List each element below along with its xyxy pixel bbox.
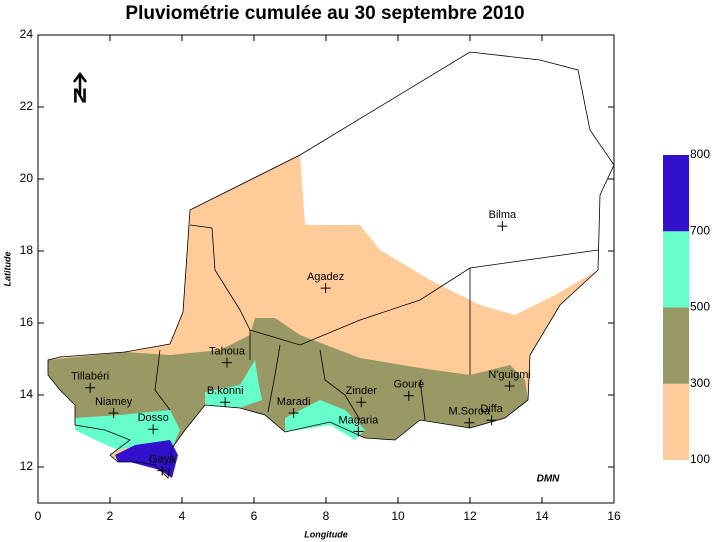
- north-label: N: [73, 85, 87, 107]
- city-marker: [497, 221, 508, 232]
- dry-zone: [300, 52, 614, 315]
- y-tick-label: 18: [20, 243, 34, 257]
- y-axis-label: Latitude: [2, 252, 12, 287]
- legend-label: 300: [690, 376, 710, 390]
- legend-label: 700: [690, 223, 710, 237]
- y-tick-label: 16: [20, 315, 34, 329]
- city-marker: [85, 382, 96, 393]
- legend-label: 800: [690, 147, 710, 161]
- zone-500-700: [285, 400, 365, 440]
- y-tick-label: 12: [20, 459, 34, 473]
- city-marker: [220, 397, 231, 408]
- legend-swatch: [663, 231, 689, 308]
- city-label: B.konni: [207, 385, 244, 397]
- zone-500-700: [75, 410, 180, 450]
- region-border: [189, 224, 251, 360]
- city-marker: [288, 408, 299, 418]
- city-marker: [157, 465, 168, 476]
- region-border: [319, 349, 361, 421]
- city-marker: [356, 397, 367, 408]
- city-label: Zinder: [346, 385, 378, 397]
- city-marker: [222, 357, 232, 368]
- x-tick-label: 2: [107, 509, 114, 523]
- zone-500-700: [205, 360, 262, 408]
- city-marker: [108, 408, 119, 418]
- city-label: Gouré: [394, 379, 425, 391]
- city-marker: [464, 417, 475, 428]
- city-marker: [486, 415, 497, 426]
- city-label: Niamey: [95, 396, 133, 408]
- legend-swatch: [663, 155, 689, 232]
- rain-zones: [47, 51, 615, 479]
- x-tick-label: 0: [35, 509, 42, 523]
- city-marker: [403, 390, 414, 401]
- x-tick-label: 6: [251, 509, 258, 523]
- north-arrow: [73, 71, 87, 95]
- region-border: [419, 379, 426, 421]
- x-tick-label: 14: [535, 509, 549, 523]
- x-tick-label: 10: [391, 509, 405, 523]
- city-label: Maradi: [277, 396, 311, 408]
- city-label: Dosso: [138, 412, 169, 424]
- city-label: Agadez: [307, 271, 344, 283]
- city-label: M.Soroa: [448, 406, 490, 418]
- x-tick-label: 8: [323, 509, 330, 523]
- region-border: [249, 249, 599, 346]
- x-tick-label: 4: [179, 509, 186, 523]
- legend-swatch: [663, 383, 689, 460]
- city-label: Tahoua: [209, 346, 246, 358]
- region-border: [267, 344, 281, 413]
- city-label: Bilma: [489, 209, 517, 221]
- city-label: Tillabéri: [71, 371, 109, 383]
- legend-label: 100: [690, 452, 710, 466]
- city-marker: [353, 426, 364, 437]
- legend-swatch: [663, 307, 689, 384]
- city-marker: [320, 283, 331, 294]
- city-label: Magaria: [339, 414, 380, 426]
- city-label: N'guigmi: [488, 369, 530, 381]
- city-label: Diffa: [480, 403, 503, 415]
- map-title: Pluviométrie cumulée au 30 septembre 201…: [125, 3, 524, 24]
- city-marker: [504, 381, 515, 391]
- y-tick-label: 22: [20, 99, 34, 113]
- x-tick-label: 12: [463, 509, 477, 523]
- legend-label: 500: [690, 300, 710, 314]
- city-marker: [148, 424, 159, 435]
- y-tick-label: 14: [20, 387, 34, 401]
- country-border: [47, 51, 615, 479]
- credit: DMN: [537, 474, 561, 485]
- city-label: Gaya: [149, 454, 176, 466]
- y-tick-label: 20: [20, 171, 34, 185]
- region-border: [154, 349, 171, 411]
- y-tick-label: 24: [20, 27, 34, 41]
- x-axis-label: Longitude: [304, 529, 348, 539]
- x-tick-label: 16: [607, 509, 621, 523]
